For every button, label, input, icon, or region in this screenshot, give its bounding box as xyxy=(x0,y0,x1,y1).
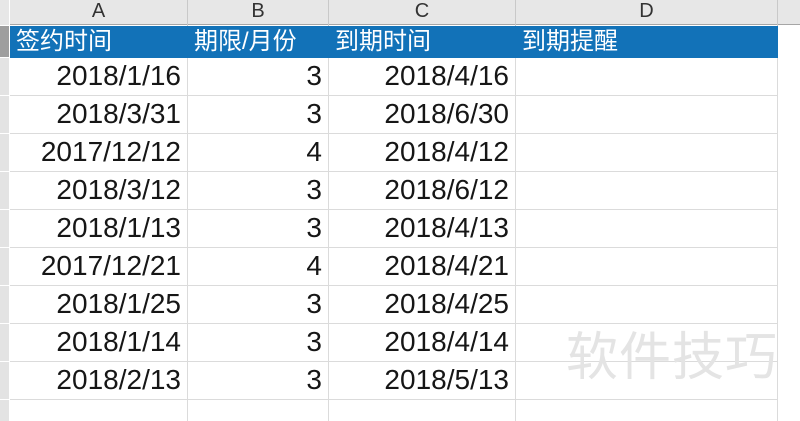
cell-term[interactable]: 3 xyxy=(188,172,329,210)
cell-expiry-date[interactable]: 2018/4/13 xyxy=(329,210,516,248)
cell-empty[interactable] xyxy=(188,400,329,421)
cell-expiry-date[interactable]: 2018/4/16 xyxy=(329,58,516,96)
cell-empty[interactable] xyxy=(10,400,188,421)
row-header-11[interactable] xyxy=(0,400,9,421)
column-header-d[interactable]: D xyxy=(516,0,778,26)
cell-term[interactable]: 4 xyxy=(188,134,329,172)
cell-empty[interactable] xyxy=(329,400,516,421)
row-header-5[interactable] xyxy=(0,172,9,210)
column-header-c[interactable]: C xyxy=(329,0,516,26)
table-row: 2018/1/14 3 2018/4/14 xyxy=(10,324,800,362)
table-header-row: 签约时间 期限/月份 到期时间 到期提醒 xyxy=(10,26,800,58)
cell-term[interactable]: 3 xyxy=(188,286,329,324)
table-row: 2018/3/31 3 2018/6/30 xyxy=(10,96,800,134)
cell-reminder[interactable] xyxy=(516,248,778,286)
cell-reminder[interactable] xyxy=(516,286,778,324)
cell-signing-date[interactable]: 2018/2/13 xyxy=(10,362,188,400)
cell-term[interactable]: 4 xyxy=(188,248,329,286)
cell-signing-date[interactable]: 2017/12/12 xyxy=(10,134,188,172)
cell-expiry-date[interactable]: 2018/4/25 xyxy=(329,286,516,324)
cell-expiry-date[interactable]: 2018/4/12 xyxy=(329,134,516,172)
cell-expiry-date[interactable]: 2018/6/12 xyxy=(329,172,516,210)
cell-reminder[interactable] xyxy=(516,96,778,134)
cell-signing-date[interactable]: 2018/1/13 xyxy=(10,210,188,248)
empty-row xyxy=(10,400,800,421)
column-letters-row: A B C D xyxy=(10,0,800,26)
table-row: 2018/1/13 3 2018/4/13 xyxy=(10,210,800,248)
row-header-8[interactable] xyxy=(0,286,9,324)
cell-expiry-date[interactable]: 2018/6/30 xyxy=(329,96,516,134)
cell-signing-date[interactable]: 2017/12/21 xyxy=(10,248,188,286)
table-row: 2018/1/25 3 2018/4/25 xyxy=(10,286,800,324)
cell-expiry-date[interactable]: 2018/4/21 xyxy=(329,248,516,286)
cell-signing-date[interactable]: 2018/1/16 xyxy=(10,58,188,96)
cell-term[interactable]: 3 xyxy=(188,362,329,400)
row-header-4[interactable] xyxy=(0,134,9,172)
column-header-a[interactable]: A xyxy=(10,0,188,26)
cell-reminder[interactable] xyxy=(516,362,778,400)
table-row: 2018/3/12 3 2018/6/12 xyxy=(10,172,800,210)
cell-empty-e[interactable] xyxy=(778,96,800,134)
cell-reminder[interactable] xyxy=(516,172,778,210)
cell-signing-date[interactable]: 2018/1/14 xyxy=(10,324,188,362)
cell-empty-e[interactable] xyxy=(778,286,800,324)
row-header-2[interactable] xyxy=(0,58,9,96)
cell-signing-date[interactable]: 2018/1/25 xyxy=(10,286,188,324)
cell-signing-date[interactable]: 2018/3/12 xyxy=(10,172,188,210)
column-header-e[interactable] xyxy=(778,0,800,26)
cell-empty-e[interactable] xyxy=(778,210,800,248)
cell-expiry-date[interactable]: 2018/5/13 xyxy=(329,362,516,400)
cell-empty-e[interactable] xyxy=(778,248,800,286)
row-header-6[interactable] xyxy=(0,210,9,248)
header-expiry-reminder[interactable]: 到期提醒 xyxy=(516,26,778,58)
row-header-strip xyxy=(0,0,10,421)
table-row: 2017/12/21 4 2018/4/21 xyxy=(10,248,800,286)
cell-reminder[interactable] xyxy=(516,134,778,172)
table-row: 2017/12/12 4 2018/4/12 xyxy=(10,134,800,172)
cell-term[interactable]: 3 xyxy=(188,96,329,134)
cell-term[interactable]: 3 xyxy=(188,210,329,248)
cell-expiry-date[interactable]: 2018/4/14 xyxy=(329,324,516,362)
sheet-grid: A B C D 签约时间 期限/月份 到期时间 到期提醒 2018/1/16 3… xyxy=(10,0,800,421)
header-empty-e[interactable] xyxy=(778,26,800,58)
cell-empty-e[interactable] xyxy=(778,400,800,421)
cell-empty-e[interactable] xyxy=(778,58,800,96)
table-row: 2018/1/16 3 2018/4/16 xyxy=(10,58,800,96)
header-term-months[interactable]: 期限/月份 xyxy=(188,26,329,58)
cell-empty-e[interactable] xyxy=(778,362,800,400)
row-header-9[interactable] xyxy=(0,324,9,362)
row-header-1[interactable] xyxy=(0,26,9,58)
cell-empty-e[interactable] xyxy=(778,134,800,172)
header-signing-date[interactable]: 签约时间 xyxy=(10,26,188,58)
cell-reminder[interactable] xyxy=(516,210,778,248)
cell-reminder[interactable] xyxy=(516,58,778,96)
row-header-corner[interactable] xyxy=(0,0,9,26)
row-header-3[interactable] xyxy=(0,96,9,134)
cell-reminder[interactable] xyxy=(516,324,778,362)
cell-empty-e[interactable] xyxy=(778,324,800,362)
cell-term[interactable]: 3 xyxy=(188,324,329,362)
cell-term[interactable]: 3 xyxy=(188,58,329,96)
row-header-7[interactable] xyxy=(0,248,9,286)
row-header-10[interactable] xyxy=(0,362,9,400)
table-row: 2018/2/13 3 2018/5/13 xyxy=(10,362,800,400)
column-header-b[interactable]: B xyxy=(188,0,329,26)
cell-empty-e[interactable] xyxy=(778,172,800,210)
header-expiry-date[interactable]: 到期时间 xyxy=(329,26,516,58)
cell-signing-date[interactable]: 2018/3/31 xyxy=(10,96,188,134)
cell-empty[interactable] xyxy=(516,400,778,421)
